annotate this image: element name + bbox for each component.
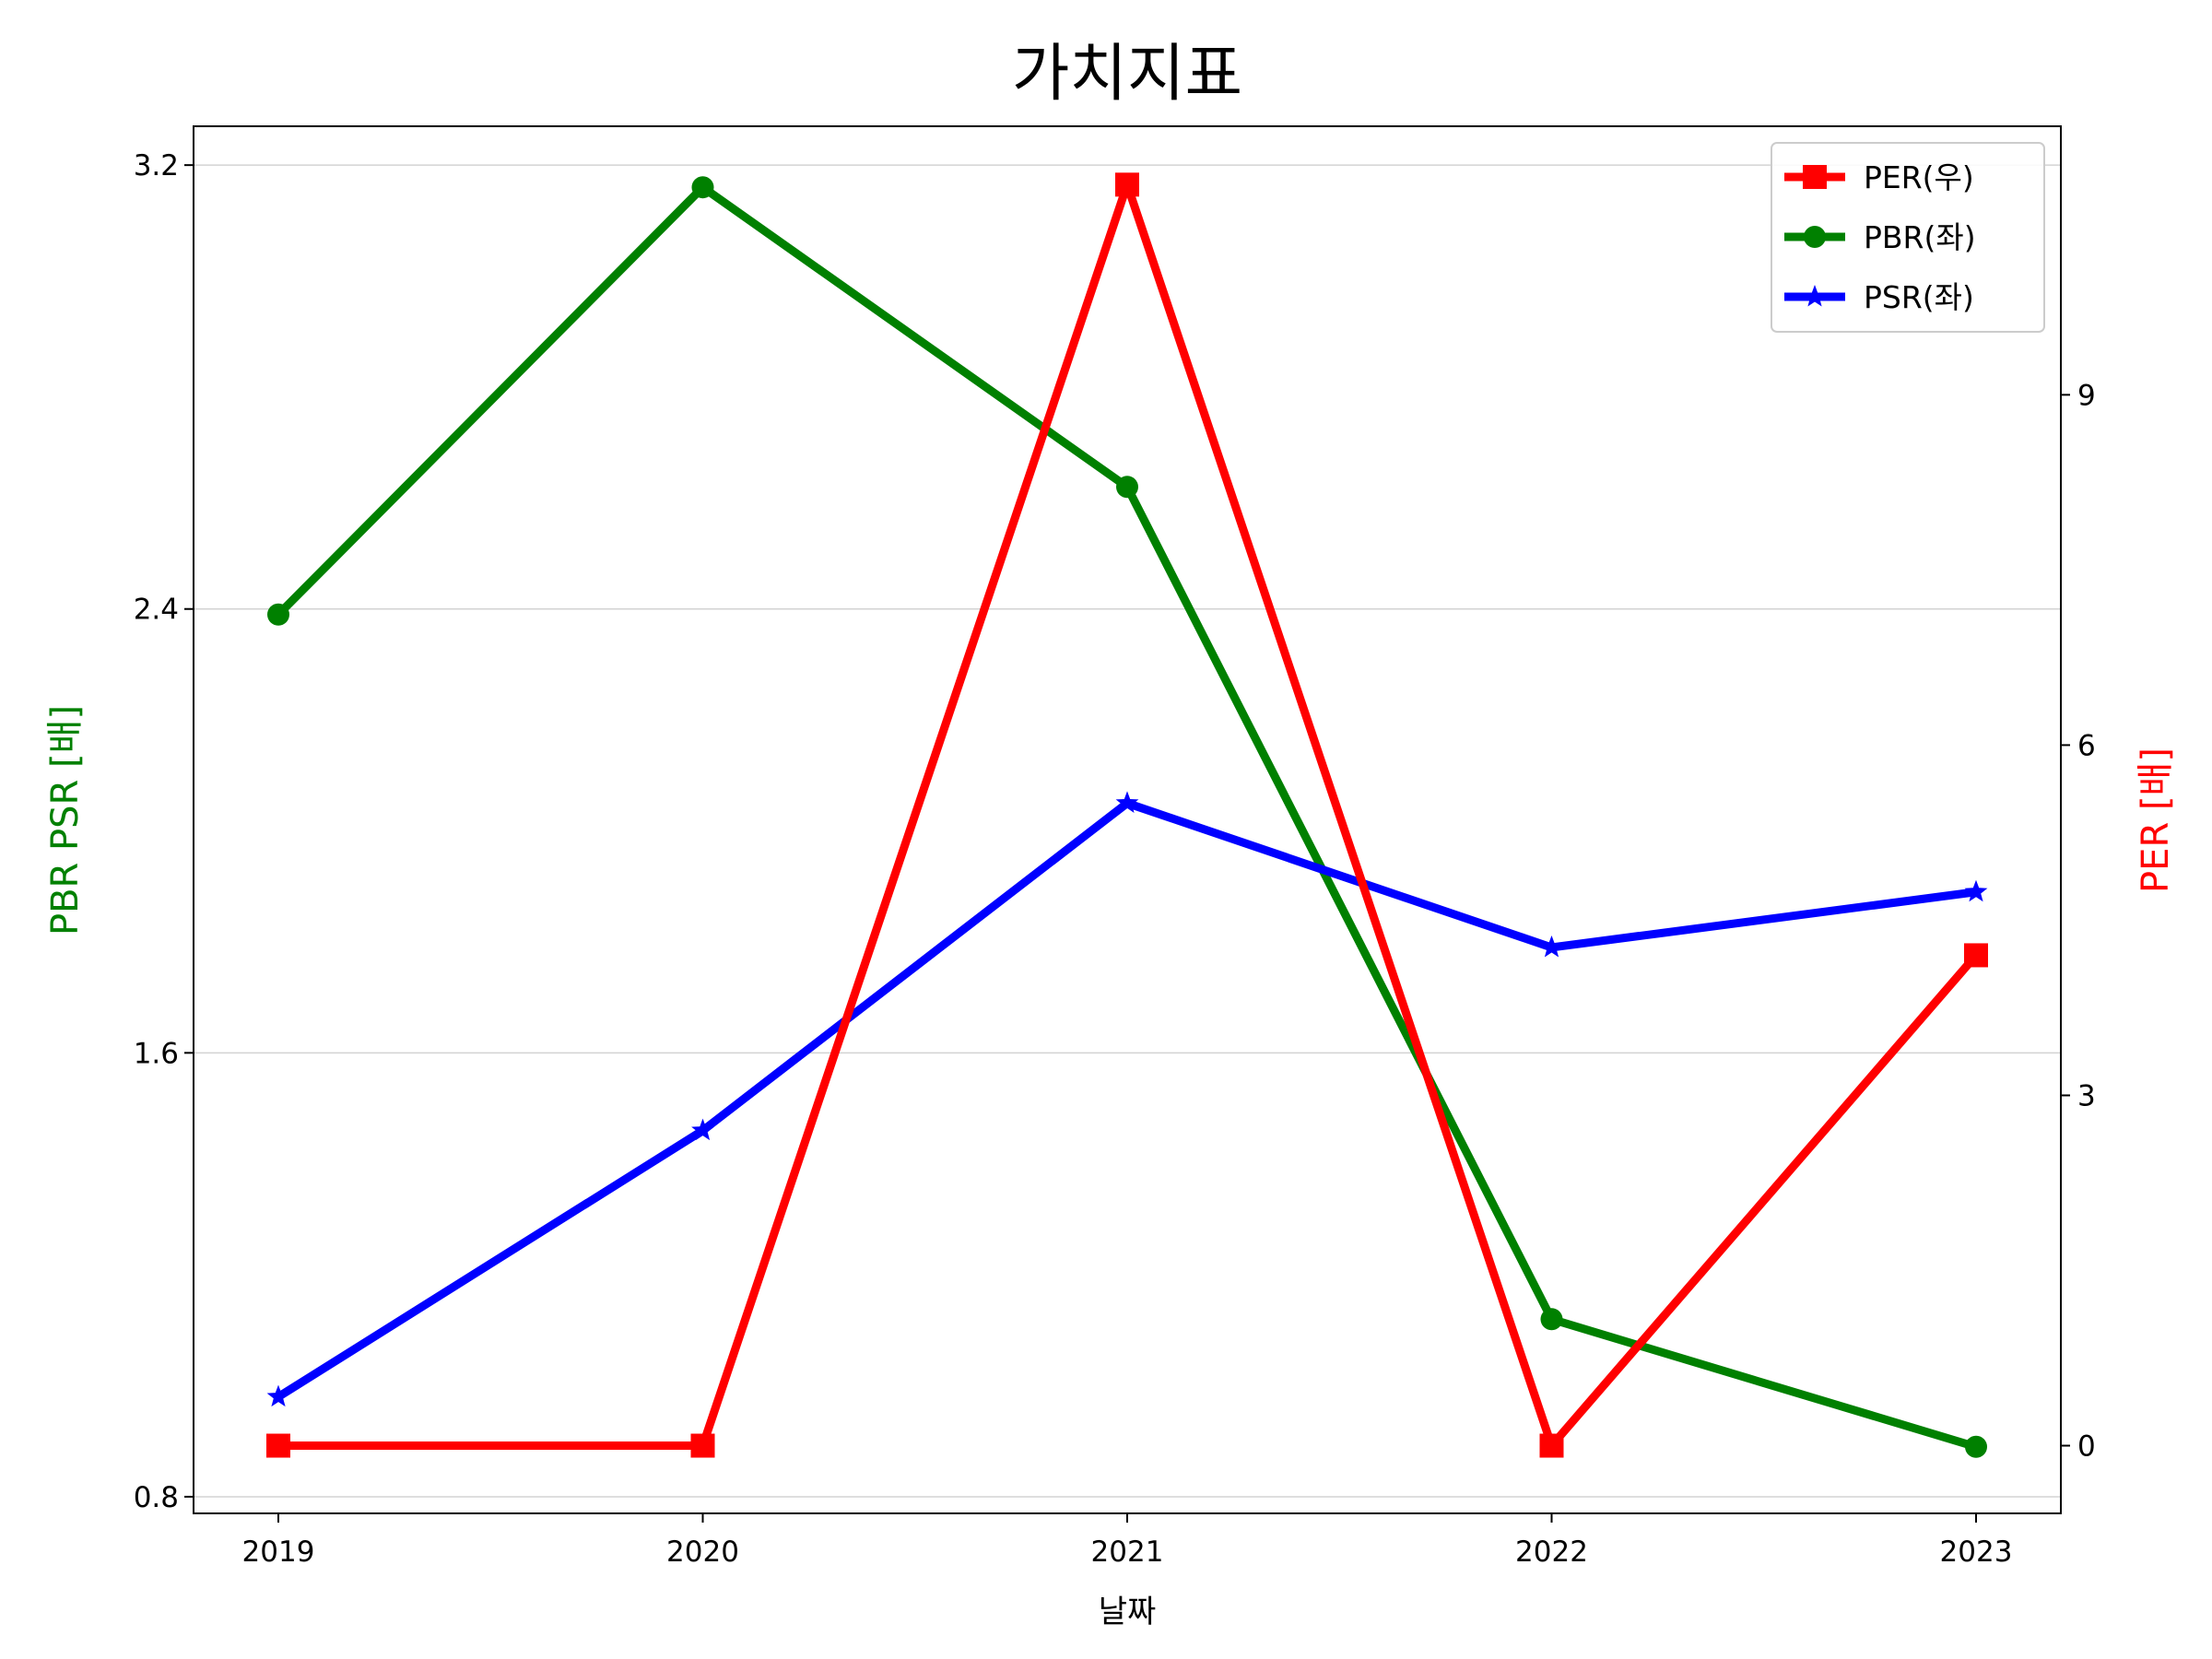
series-psr [266, 791, 1988, 1407]
x-tick-label: 2022 [1515, 1535, 1588, 1569]
data-point-pbr [691, 176, 714, 199]
legend-item-psr: PSR(좌) [1784, 279, 1974, 315]
data-point-psr [1964, 879, 1988, 902]
data-point-per [1539, 1433, 1564, 1458]
right-y-tick-label: 9 [2077, 379, 2096, 412]
data-point-pbr [1116, 476, 1138, 499]
right-y-tick-label: 6 [2077, 729, 2096, 762]
x-tick-label: 2023 [1940, 1535, 2013, 1569]
x-tick-label: 2020 [666, 1535, 739, 1569]
legend-label: PER(우) [1864, 159, 1974, 195]
legend-marker [1803, 165, 1827, 189]
legend-marker [1803, 285, 1827, 307]
legend-item-per: PER(우) [1784, 159, 1974, 195]
left-y-tick-label: 3.2 [134, 149, 179, 182]
data-point-per [1115, 172, 1139, 197]
legend-marker [1804, 226, 1826, 248]
gridlines [194, 164, 2061, 1498]
data-point-psr [1115, 791, 1139, 813]
legend-box [1771, 142, 2045, 333]
right-y-axis-label: PER [배] [2135, 747, 2177, 893]
data-point-pbr [1540, 1308, 1563, 1331]
legend: PER(우) PBR(좌) PSR(좌) [1771, 142, 2045, 333]
data-point-psr [691, 1118, 714, 1141]
series-layer [266, 172, 1988, 1458]
x-tick-label: 2019 [242, 1535, 315, 1569]
right-y-axis: 0 3 6 9 [2061, 379, 2096, 1464]
x-axis-label: 날짜 [1099, 1594, 1157, 1630]
series-per [266, 172, 1988, 1458]
left-y-axis: 0.8 1.6 2.4 3.2 [134, 149, 194, 1514]
left-y-tick-label: 1.6 [134, 1037, 179, 1070]
legend-label: PSR(좌) [1864, 279, 1974, 315]
right-y-tick-label: 0 [2077, 1430, 2096, 1464]
legend-label: PBR(좌) [1864, 219, 1976, 255]
data-point-per [690, 1433, 715, 1458]
series-pbr [267, 176, 1987, 1458]
right-y-tick-label: 3 [2077, 1079, 2096, 1112]
data-point-per [1964, 943, 1988, 968]
chart-title: 가치지표 [1012, 38, 1242, 111]
left-y-tick-label: 2.4 [134, 594, 179, 627]
data-point-psr [1540, 935, 1563, 958]
data-point-psr [266, 1384, 290, 1407]
data-point-pbr [1965, 1435, 1987, 1458]
legend-item-pbr: PBR(좌) [1784, 219, 1976, 255]
data-point-per [266, 1433, 290, 1458]
x-tick-label: 2021 [1091, 1535, 1164, 1569]
left-y-tick-label: 0.8 [134, 1481, 179, 1514]
x-axis: 2019 2020 2021 2022 2023 [242, 1513, 2013, 1569]
left-y-axis-label: PBR PSR [배] [44, 705, 87, 935]
data-point-pbr [267, 603, 289, 626]
